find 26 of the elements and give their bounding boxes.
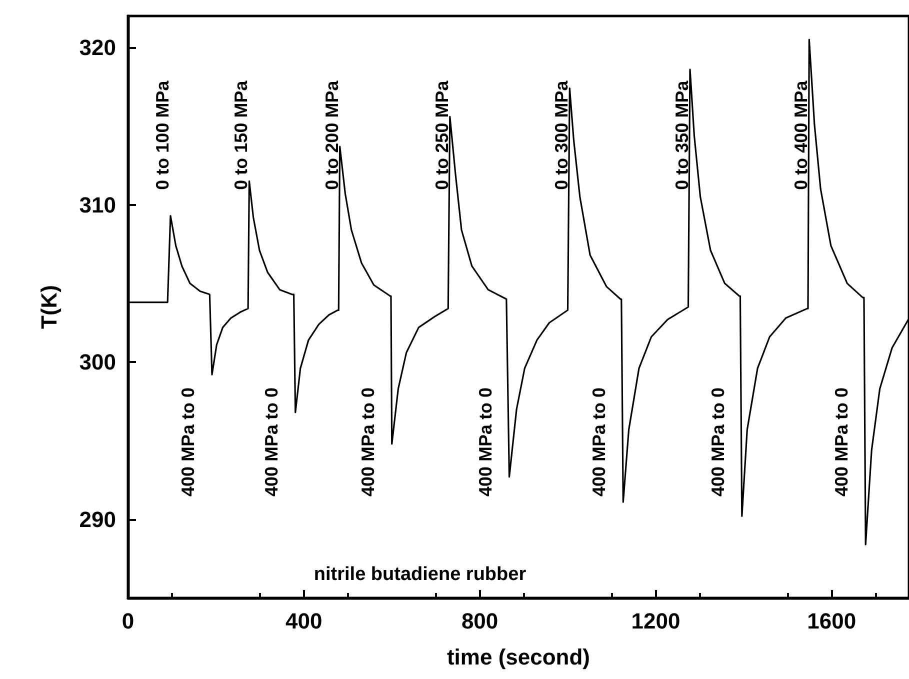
y-tick-label: 310 xyxy=(79,192,116,218)
annotation: 400 MPa to 0 xyxy=(589,388,610,497)
annotation: nitrile butadiene rubber xyxy=(314,564,527,585)
annotation: 400 MPa to 0 xyxy=(178,388,198,497)
annotation: 400 MPa to 0 xyxy=(832,388,852,497)
annotation: 0 to 300 MPa xyxy=(552,80,572,190)
y-tick-label: 320 xyxy=(79,34,116,60)
annotation: 400 MPa to 0 xyxy=(475,388,496,497)
x-tick-label: 800 xyxy=(461,608,498,634)
y-tick-label: 300 xyxy=(79,350,116,375)
annotation: 0 to 150 MPa xyxy=(231,80,252,190)
annotation: 0 to 250 MPa xyxy=(432,80,452,190)
x-tick-label: 0 xyxy=(122,608,134,634)
x-tick-label: 400 xyxy=(286,608,322,634)
x-tick-label: 1600 xyxy=(807,608,856,634)
annotation: 0 to 200 MPa xyxy=(322,80,342,190)
annotation: 0 to 350 MPa xyxy=(672,80,692,190)
annotation: 400 MPa to 0 xyxy=(358,388,378,497)
x-tick-label: 1200 xyxy=(631,608,680,634)
y-tick-label: 290 xyxy=(79,506,116,532)
annotation: 400 MPa to 0 xyxy=(708,388,728,497)
y-axis-title: T(K) xyxy=(36,285,62,329)
annotation: 0 to 400 MPa xyxy=(791,80,812,190)
annotation: 400 MPa to 0 xyxy=(261,388,282,497)
annotation: 0 to 100 MPa xyxy=(152,80,172,190)
x-axis-title: time (second) xyxy=(446,644,590,670)
